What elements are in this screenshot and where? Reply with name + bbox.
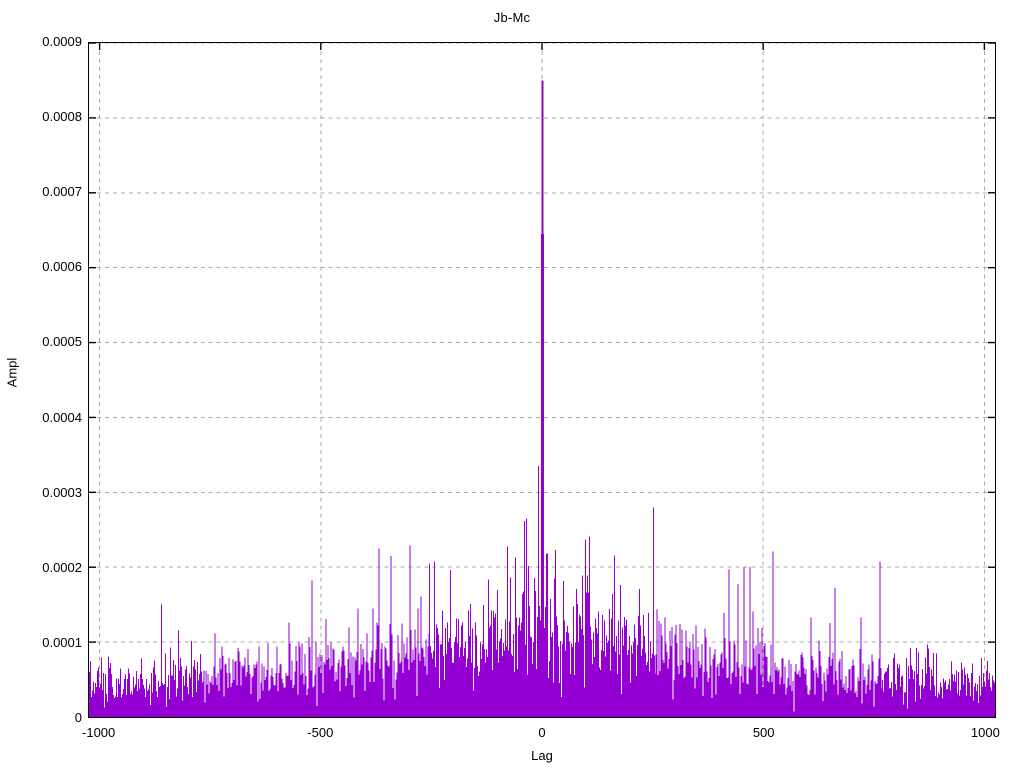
chart-title: Jb-Mc (493, 10, 531, 25)
impulse-series (89, 43, 995, 717)
y-tick-label: 0.0007 (42, 184, 82, 200)
y-tick-label: 0.0009 (42, 34, 82, 49)
y-axis-label: Ampl (4, 357, 20, 388)
x-axis-label: Lag (531, 748, 553, 763)
data-impulses (89, 80, 995, 717)
plot-area (88, 42, 996, 718)
y-tick-label: 0.0002 (42, 559, 82, 575)
x-tick-label: 0 (538, 725, 546, 740)
x-tick-label: -500 (307, 725, 334, 740)
y-tick-label: 0.0003 (42, 484, 82, 500)
x-tick-label: 1000 (970, 725, 1000, 740)
y-tick-label: 0.0006 (42, 259, 82, 275)
y-tick-label: 0 (74, 710, 82, 725)
x-tick-label: 500 (752, 725, 775, 740)
y-axis-tick-labels: 0 0.0001 0.0002 0.0003 0.0004 0.0005 0.0006 0.0… (0, 0, 82, 768)
y-tick-label: 0.0005 (42, 334, 82, 350)
y-tick-label: 0.0001 (42, 634, 82, 650)
y-tick-label: 0.0008 (42, 109, 82, 125)
y-tick-label: 0.0004 (42, 409, 82, 425)
x-tick-label: -1000 (82, 725, 116, 740)
